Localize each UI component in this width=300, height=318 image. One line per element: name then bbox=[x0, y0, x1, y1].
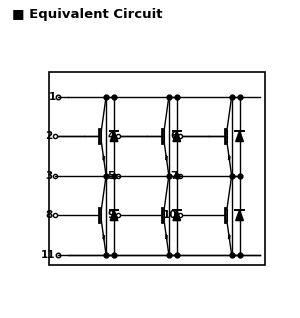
Text: 5: 5 bbox=[108, 171, 115, 181]
Polygon shape bbox=[236, 131, 243, 142]
Text: 3: 3 bbox=[45, 171, 52, 181]
Text: 7: 7 bbox=[170, 171, 178, 181]
Text: 8: 8 bbox=[45, 210, 52, 220]
Text: ■ Equivalent Circuit: ■ Equivalent Circuit bbox=[12, 8, 163, 21]
Polygon shape bbox=[173, 131, 181, 142]
Text: 10: 10 bbox=[163, 210, 178, 220]
Text: 1: 1 bbox=[48, 92, 56, 102]
Text: 6: 6 bbox=[170, 131, 178, 141]
Text: 4: 4 bbox=[107, 131, 115, 141]
Polygon shape bbox=[110, 131, 118, 142]
Polygon shape bbox=[110, 210, 118, 221]
Polygon shape bbox=[173, 210, 181, 221]
Text: 9: 9 bbox=[108, 210, 115, 220]
Polygon shape bbox=[236, 210, 243, 221]
Text: 11: 11 bbox=[41, 250, 56, 260]
Text: 2: 2 bbox=[45, 131, 52, 141]
